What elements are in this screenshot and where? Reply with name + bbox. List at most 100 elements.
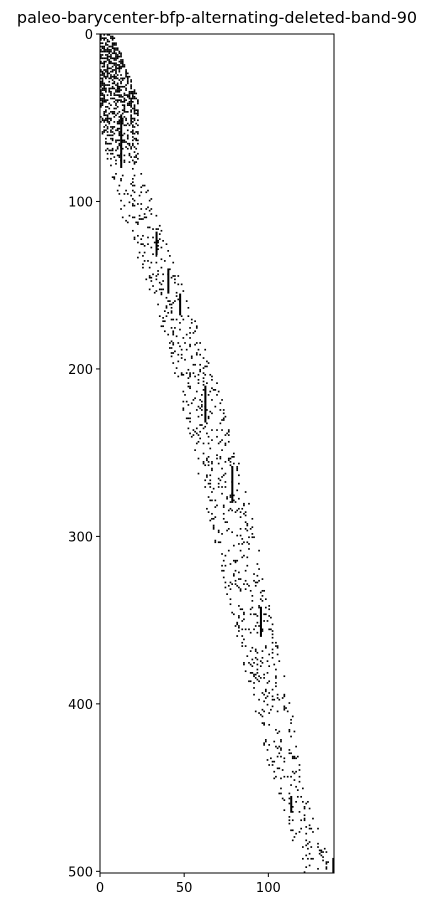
matrix-cell (107, 106, 109, 108)
matrix-cell (211, 429, 213, 431)
matrix-cell (268, 744, 270, 746)
matrix-cell (193, 399, 195, 401)
matrix-cell (115, 49, 117, 51)
matrix-cell (243, 503, 245, 505)
matrix-cell (226, 498, 228, 500)
matrix-cell (124, 108, 126, 110)
matrix-cell (294, 731, 296, 733)
matrix-cell (117, 129, 119, 131)
matrix-cell (127, 73, 129, 75)
matrix-cell (127, 96, 129, 98)
matrix-cell (230, 603, 232, 605)
matrix-cell (253, 536, 255, 538)
matrix-cell (120, 101, 122, 103)
matrix-cell (117, 190, 119, 192)
matrix-cell (257, 632, 259, 634)
matrix-cell (115, 140, 117, 142)
matrix-cell (216, 505, 218, 507)
matrix-cell (122, 175, 124, 177)
matrix-cell (277, 756, 279, 758)
matrix-cell (112, 76, 114, 78)
matrix-cell (132, 94, 134, 96)
matrix-cell (129, 76, 131, 78)
matrix-cell (241, 629, 243, 631)
matrix-cell (119, 111, 121, 113)
matrix-cell (299, 811, 301, 813)
matrix-cell (130, 111, 132, 113)
matrix-cell (112, 57, 114, 59)
matrix-cell (186, 418, 188, 420)
matrix-cell (139, 252, 141, 254)
matrix-cell (159, 233, 161, 235)
matrix-cell (209, 479, 211, 481)
matrix-cell (235, 625, 237, 627)
matrix-cell (103, 126, 105, 128)
matrix-cell (115, 141, 117, 143)
matrix-cell (162, 317, 164, 319)
matrix-cell (238, 483, 240, 485)
matrix-cell (102, 89, 104, 91)
matrix-cell (246, 583, 248, 585)
matrix-cell (257, 622, 259, 624)
matrix-cell (127, 123, 129, 125)
matrix-cell (282, 798, 284, 800)
matrix-cell (230, 495, 232, 497)
matrix-cell (110, 134, 112, 136)
matrix-cell (262, 692, 264, 694)
matrix-cell (277, 645, 279, 647)
matrix-cell (105, 49, 107, 51)
matrix-cell (206, 459, 208, 461)
matrix-cell (117, 56, 119, 58)
matrix-cell (198, 379, 200, 381)
matrix-cell (166, 297, 168, 299)
matrix-cell (127, 134, 129, 136)
matrix-cell (265, 697, 267, 699)
matrix-cell (134, 217, 136, 219)
matrix-cell (191, 356, 193, 358)
matrix-cell (137, 103, 139, 105)
matrix-cell (233, 573, 235, 575)
matrix-cell (255, 711, 257, 713)
matrix-cell (236, 585, 238, 587)
matrix-cell (107, 47, 109, 49)
matrix-cell (119, 96, 121, 98)
matrix-cell (231, 510, 233, 512)
matrix-cell (196, 409, 198, 411)
matrix-cell (255, 625, 257, 627)
matrix-cell (208, 461, 210, 463)
matrix-cell (289, 729, 291, 731)
matrix-cell (132, 178, 134, 180)
matrix-cell (115, 54, 117, 56)
matrix-cell (206, 458, 208, 460)
matrix-cell (216, 454, 218, 456)
matrix-cell (105, 129, 107, 131)
matrix-cell (134, 191, 136, 193)
matrix-cell (103, 111, 105, 113)
matrix-cell (137, 143, 139, 145)
matrix-cell (113, 133, 115, 135)
matrix-cell (107, 148, 109, 150)
matrix-cell (282, 697, 284, 699)
matrix-cell (132, 217, 134, 219)
matrix-cell (159, 225, 161, 227)
matrix-cell (309, 808, 311, 810)
matrix-cell (103, 47, 105, 49)
matrix-cell (135, 161, 137, 163)
matrix-cell (218, 530, 220, 532)
matrix-cell (284, 707, 286, 709)
matrix-cell (103, 57, 105, 59)
matrix-cell (213, 518, 215, 520)
matrix-cell (119, 69, 121, 71)
matrix-cell (122, 113, 124, 115)
matrix-cell (223, 513, 225, 515)
matrix-cell (102, 98, 104, 100)
matrix-cell (132, 129, 134, 131)
matrix-cell (240, 528, 242, 530)
matrix-cell (267, 704, 269, 706)
matrix-cell (220, 458, 222, 460)
matrix-cell (151, 262, 153, 264)
matrix-cell (137, 153, 139, 155)
matrix-cell (137, 114, 139, 116)
matrix-cell (107, 119, 109, 121)
matrix-cell (280, 749, 282, 751)
